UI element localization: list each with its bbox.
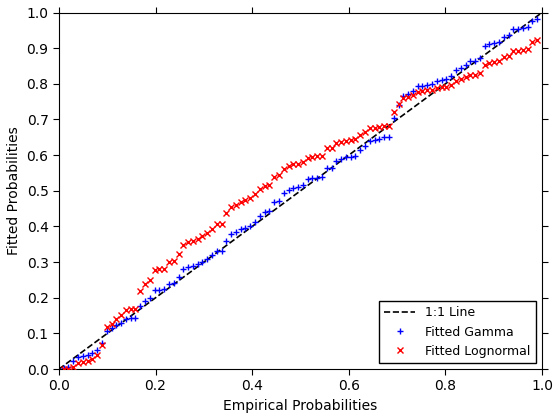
Fitted Lognormal <box>496 58 502 63</box>
Fitted Lognormal <box>343 138 349 143</box>
Line: Fitted Gamma: Fitted Gamma <box>60 16 541 371</box>
Fitted Lognormal <box>151 267 158 272</box>
Fitted Gamma <box>496 39 502 44</box>
Fitted Lognormal <box>510 48 517 53</box>
Fitted Gamma <box>170 280 177 285</box>
Fitted Gamma <box>343 155 349 160</box>
Fitted Gamma <box>60 365 67 370</box>
Y-axis label: Fitted Probabilities: Fitted Probabilities <box>7 126 21 255</box>
Fitted Gamma <box>151 287 158 292</box>
Fitted Gamma <box>510 27 517 32</box>
Fitted Lognormal <box>170 258 177 263</box>
Fitted Lognormal <box>534 38 540 43</box>
X-axis label: Empirical Probabilities: Empirical Probabilities <box>223 399 377 413</box>
Fitted Lognormal <box>304 155 311 160</box>
Line: Fitted Lognormal: Fitted Lognormal <box>60 37 541 373</box>
Fitted Gamma <box>534 17 540 22</box>
Legend: 1:1 Line, Fitted Gamma, Fitted Lognormal: 1:1 Line, Fitted Gamma, Fitted Lognormal <box>379 301 536 363</box>
Fitted Lognormal <box>60 367 67 372</box>
Fitted Gamma <box>304 177 311 182</box>
